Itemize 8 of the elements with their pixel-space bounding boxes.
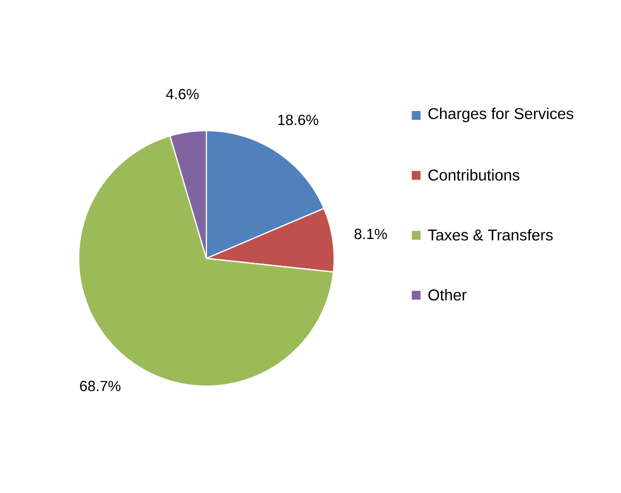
data-label: 4.6% (166, 88, 199, 100)
data-label: 18.6% (278, 114, 318, 125)
legend-label: Contributions (428, 169, 520, 181)
legend-label: Charges for Services (428, 108, 574, 122)
data-label: 8.1% (354, 228, 387, 240)
data-label: 68.7% (80, 380, 120, 392)
legend-label: Taxes & Transfers (428, 228, 553, 240)
legend-label: Other (428, 288, 467, 300)
